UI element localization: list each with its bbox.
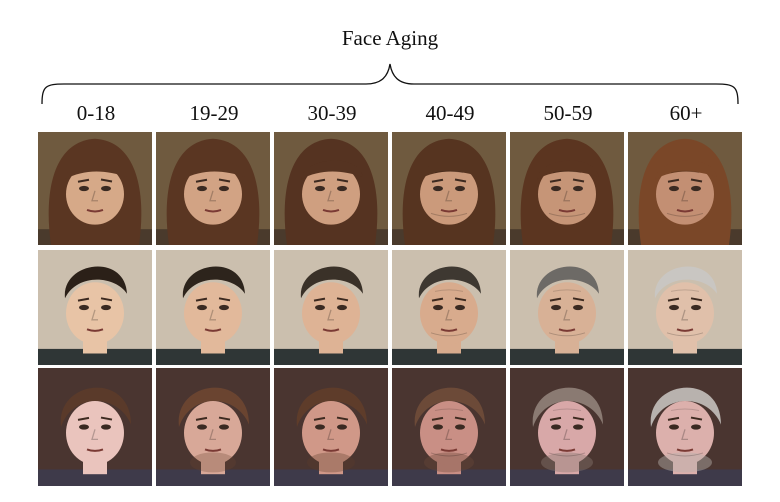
face-photo-man-with-brown-hair-50-59 <box>510 368 624 486</box>
face-photo-man-with-brown-hair-0-18 <box>38 368 152 486</box>
age-range-brace <box>41 63 739 105</box>
face-photo-young-man-dark-hair-0-18 <box>38 250 152 365</box>
face-photo-young-man-dark-hair-30-39 <box>274 250 388 365</box>
face-photo-woman-with-bangs-40-49 <box>392 132 506 245</box>
face-photo-woman-with-bangs-30-39 <box>274 132 388 245</box>
age-label-60-plus: 60+ <box>669 101 703 125</box>
age-label-19-29: 19-29 <box>189 101 239 125</box>
face-photo-man-with-brown-hair-30-39 <box>274 368 388 486</box>
face-photo-woman-with-bangs-0-18 <box>38 132 152 245</box>
age-label-0-18: 0-18 <box>76 101 116 125</box>
face-photo-woman-with-bangs-50-59 <box>510 132 624 245</box>
age-label-30-39: 30-39 <box>307 101 357 125</box>
face-photo-woman-with-bangs-19-29 <box>156 132 270 245</box>
age-label-50-59: 50-59 <box>543 101 593 125</box>
face-photo-woman-with-bangs-60-plus <box>628 132 742 245</box>
face-photo-young-man-dark-hair-19-29 <box>156 250 270 365</box>
figure-title: Face Aging <box>341 26 439 50</box>
face-photo-young-man-dark-hair-50-59 <box>510 250 624 365</box>
face-photo-young-man-dark-hair-60-plus <box>628 250 742 365</box>
face-photo-man-with-brown-hair-40-49 <box>392 368 506 486</box>
face-photo-man-with-brown-hair-60-plus <box>628 368 742 486</box>
age-label-40-49: 40-49 <box>425 101 475 125</box>
age-group-labels: 0-18 19-29 30-39 40-49 50-59 60+ <box>38 101 744 129</box>
face-photo-man-with-brown-hair-19-29 <box>156 368 270 486</box>
face-photo-young-man-dark-hair-40-49 <box>392 250 506 365</box>
